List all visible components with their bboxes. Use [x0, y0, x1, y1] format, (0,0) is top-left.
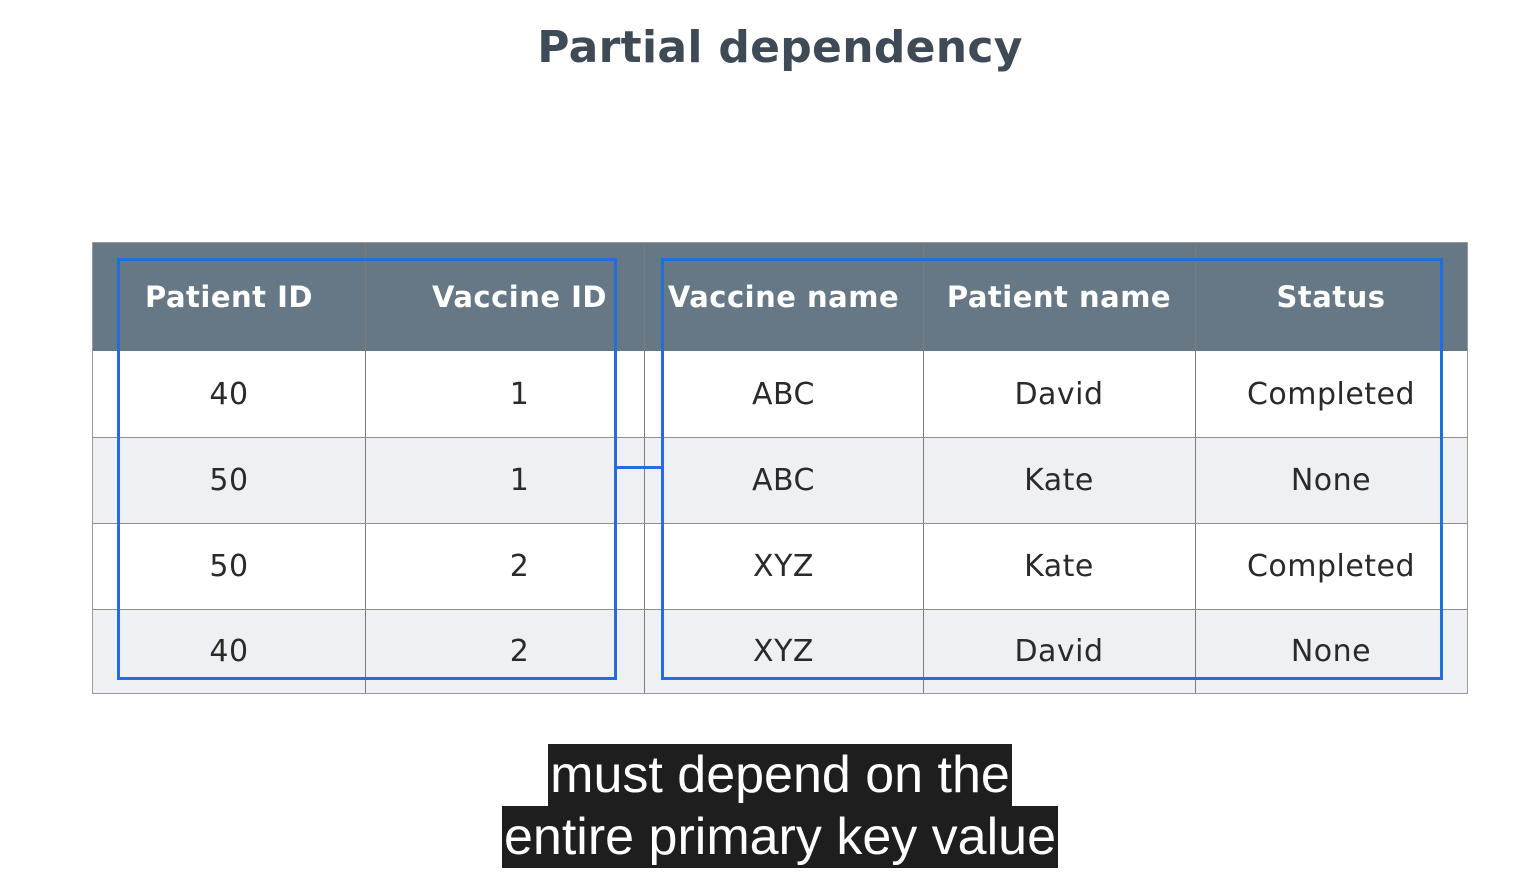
table-cell: Kate	[923, 437, 1195, 523]
column-divider	[1195, 243, 1196, 693]
table-cell: None	[1195, 437, 1467, 523]
header-patient-id: Patient ID	[93, 243, 365, 351]
dependent-columns-highlight	[661, 258, 1443, 680]
primary-key-highlight	[117, 258, 617, 680]
dependency-connector	[615, 466, 663, 469]
header-patient-name: Patient name	[923, 243, 1195, 351]
table-cell: Completed	[1195, 351, 1467, 437]
header-vaccine-name: Vaccine name	[644, 243, 923, 351]
table-cell: 50	[93, 437, 365, 523]
table-cell: 50	[93, 523, 365, 609]
table-cell: 1	[365, 351, 644, 437]
subtitle-captions: must depend on the entire primary key va…	[0, 744, 1520, 868]
table-cell: 1	[365, 437, 644, 523]
header-status: Status	[1195, 243, 1467, 351]
column-divider	[365, 243, 366, 693]
column-divider	[923, 243, 924, 693]
header-vaccine-id: Vaccine ID	[365, 243, 644, 351]
table-cell: XYZ	[644, 523, 923, 609]
slide-title: Partial dependency	[537, 22, 1023, 73]
caption-line-1: must depend on the	[548, 744, 1012, 806]
table-cell: 40	[93, 351, 365, 437]
caption-line-2: entire primary key value	[502, 806, 1058, 868]
table-cell: Kate	[923, 523, 1195, 609]
row-divider	[93, 437, 1467, 438]
table-cell: David	[923, 351, 1195, 437]
table-cell: 2	[365, 523, 644, 609]
row-divider	[93, 609, 1467, 610]
table-cell: ABC	[644, 351, 923, 437]
row-divider	[93, 523, 1467, 524]
table-cell: Completed	[1195, 523, 1467, 609]
table-cell: ABC	[644, 437, 923, 523]
